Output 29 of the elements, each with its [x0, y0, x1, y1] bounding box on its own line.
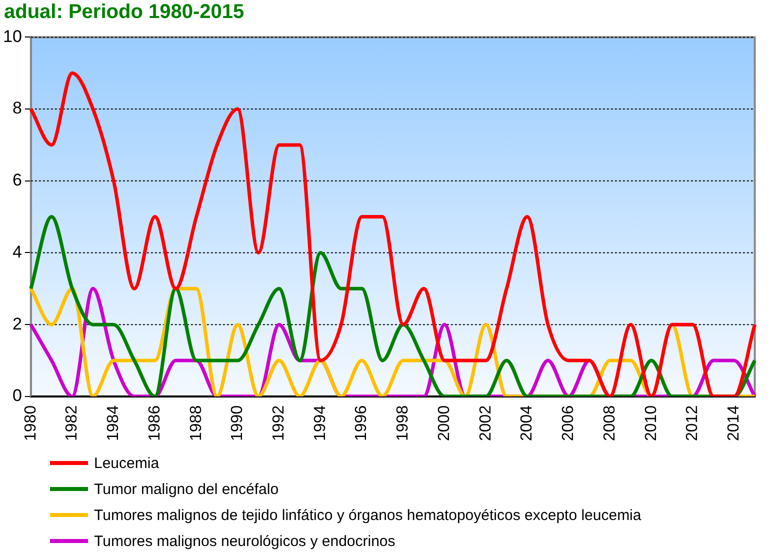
y-tick-label: 2	[12, 314, 22, 334]
x-tick-label: 1994	[312, 405, 329, 441]
legend-label: Tumores malignos neurológicos y endocrinos	[94, 532, 396, 550]
x-tick-label: 2000	[436, 405, 453, 441]
x-tick-label: 1984	[105, 405, 122, 441]
x-tick-label: 1988	[188, 405, 205, 441]
x-tick-label: 1986	[146, 405, 164, 441]
x-tick-label: 2008	[601, 405, 618, 441]
x-tick-label: 2012	[684, 405, 702, 441]
x-tick-label: 1982	[64, 405, 81, 441]
chart-title: adual: Periodo 1980-2015	[3, 0, 246, 24]
y-tick-label: 4	[12, 242, 22, 262]
x-tick-label: 2002	[477, 405, 494, 441]
x-tick-label: 1980	[22, 405, 40, 441]
y-tick-label: 0	[12, 386, 22, 406]
x-tick-label: 1998	[394, 405, 412, 441]
y-tick-label: 10	[2, 26, 22, 46]
x-tick-label: 1992	[270, 405, 288, 441]
x-tick-label: 1990	[229, 405, 246, 441]
y-tick-label: 8	[12, 98, 22, 118]
legend-label: Tumores malignos de tejido linfático y órganos hematopoyéticos excepto leucemia	[94, 506, 642, 524]
legend-label: Leucemia	[94, 454, 160, 472]
x-tick-label: 1996	[353, 405, 370, 441]
x-tick-label: 2004	[518, 405, 536, 441]
x-tick-label: 2006	[560, 405, 578, 441]
x-tick-label: 2010	[642, 405, 660, 441]
y-tick-label: 6	[12, 170, 22, 190]
legend-label: Tumor maligno del encéfalo	[94, 480, 279, 498]
x-tick-label: 2014	[726, 405, 743, 441]
